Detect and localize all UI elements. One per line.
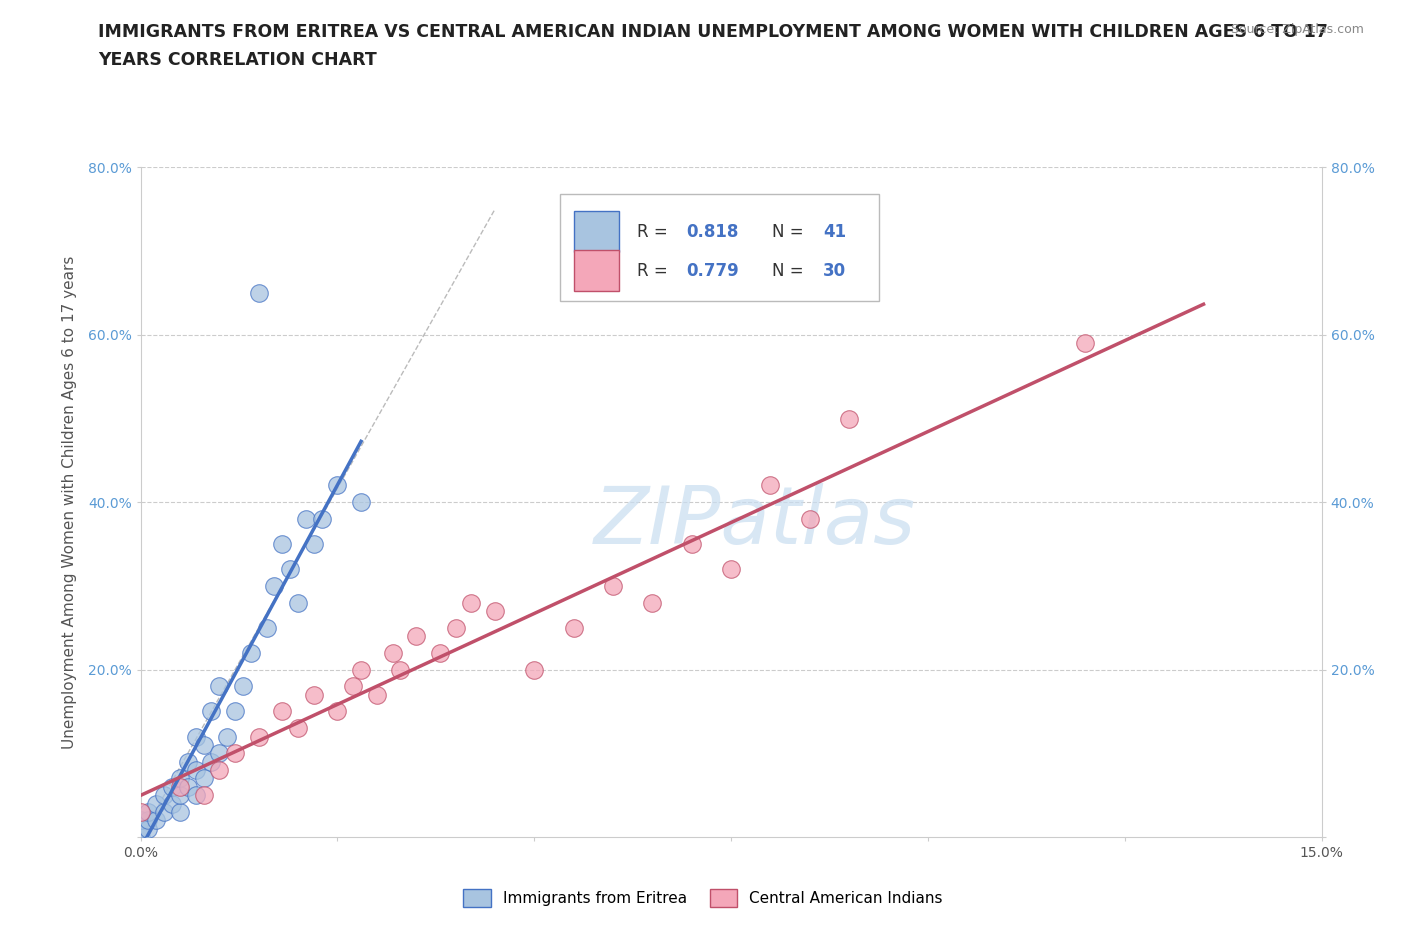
Point [160,779,183,794]
Point [160,796,183,811]
Point [759,478,782,493]
Point [129,830,152,844]
Point [177,779,200,794]
Bar [574,211,619,252]
Point [208,746,231,761]
Point [342,679,364,694]
Point [602,578,624,593]
Point [184,788,207,803]
Point [138,813,160,828]
Text: N =: N = [772,222,810,241]
Text: 0.818: 0.818 [686,222,738,241]
Point [217,729,239,744]
Point [405,629,427,644]
Point [193,788,215,803]
Point [523,662,546,677]
Point [350,495,373,510]
Point [239,645,262,660]
Text: 30: 30 [824,261,846,280]
Point [200,754,222,769]
Text: IMMIGRANTS FROM ERITREA VS CENTRAL AMERICAN INDIAN UNEMPLOYMENT AMONG WOMEN WITH: IMMIGRANTS FROM ERITREA VS CENTRAL AMERI… [98,23,1329,41]
Point [302,687,325,702]
Point [169,771,191,786]
Point [145,813,167,828]
Point [271,537,294,551]
Point [366,687,388,702]
Point [350,662,373,677]
Point [224,704,246,719]
Point [169,779,191,794]
Point [208,679,231,694]
Point [153,788,176,803]
Point [287,595,309,610]
Bar [574,250,619,291]
Legend: Immigrants from Eritrea, Central American Indians: Immigrants from Eritrea, Central America… [457,884,949,913]
Point [389,662,412,677]
Point [193,737,215,752]
Point [641,595,664,610]
Point [838,411,860,426]
Point [232,679,254,694]
Point [681,537,703,551]
Point [302,537,325,551]
Point [145,796,167,811]
Text: N =: N = [772,261,810,280]
Text: R =: R = [637,261,672,280]
Point [193,771,215,786]
Point [381,645,404,660]
Point [129,804,152,819]
Point [460,595,482,610]
Y-axis label: Unemployment Among Women with Children Ages 6 to 17 years: Unemployment Among Women with Children A… [62,256,76,749]
Text: R =: R = [637,222,672,241]
Text: YEARS CORRELATION CHART: YEARS CORRELATION CHART [98,51,377,69]
Point [256,620,278,635]
Point [562,620,585,635]
Point [208,763,231,777]
Point [184,729,207,744]
Point [263,578,285,593]
Point [247,286,270,300]
Point [1074,336,1097,351]
Point [326,478,349,493]
Point [129,813,152,828]
Point [799,512,821,526]
Point [287,721,309,736]
Point [184,763,207,777]
Point [200,704,222,719]
Text: 41: 41 [824,222,846,241]
Point [429,645,451,660]
Point [169,788,191,803]
Point [153,804,176,819]
Point [169,804,191,819]
Point [484,604,506,618]
Point [247,729,270,744]
Text: ZIPatlas: ZIPatlas [593,484,915,562]
Point [311,512,333,526]
Point [326,704,349,719]
Point [177,754,200,769]
Point [271,704,294,719]
Point [295,512,318,526]
Point [444,620,467,635]
Point [129,821,152,836]
Text: 0.779: 0.779 [686,261,740,280]
Point [224,746,246,761]
Point [138,821,160,836]
Point [720,562,742,577]
Text: Source: ZipAtlas.com: Source: ZipAtlas.com [1230,23,1364,36]
Point [278,562,301,577]
Point [138,804,160,819]
FancyBboxPatch shape [560,194,879,301]
